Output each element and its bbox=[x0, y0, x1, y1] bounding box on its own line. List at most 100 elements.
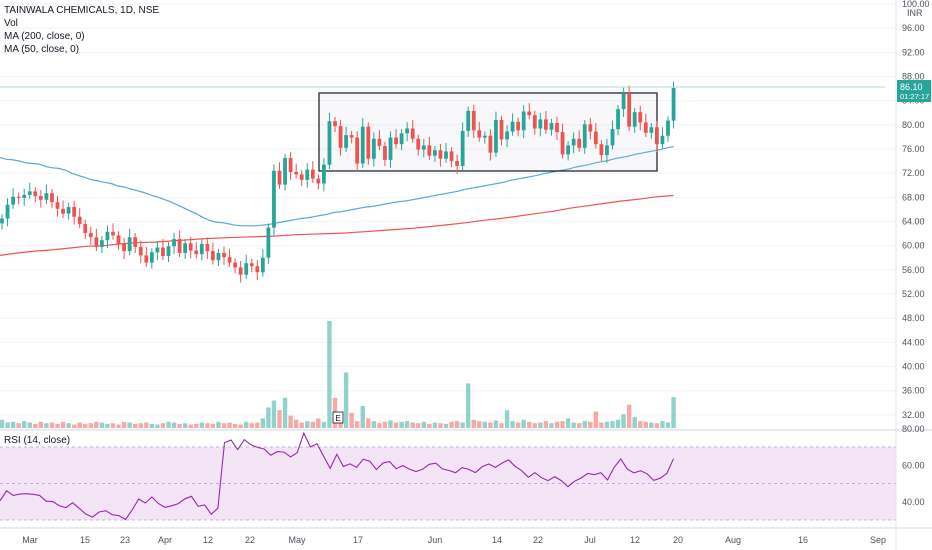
candle-down bbox=[161, 247, 165, 256]
rsi-tick-label: 80.00 bbox=[902, 424, 925, 434]
volume-bar bbox=[244, 421, 249, 428]
volume-bar bbox=[543, 421, 549, 428]
ma200-line-group bbox=[0, 194, 674, 256]
volume-bar bbox=[366, 418, 371, 428]
volume-bar bbox=[127, 422, 132, 428]
candle-up bbox=[283, 158, 287, 185]
candle-up bbox=[66, 207, 71, 214]
candle-up bbox=[421, 145, 426, 150]
candle-down bbox=[366, 126, 371, 159]
volume-bar bbox=[477, 421, 482, 428]
candle-up bbox=[371, 138, 376, 159]
candle-down bbox=[643, 122, 648, 133]
legend-rsi[interactable]: RSI (14, close) bbox=[4, 435, 71, 446]
time-axis[interactable]: Mar 15 23 Apr 12 22 May 17 Jun 14 22 Jul 12 20 Aug 16 Se… bbox=[22, 535, 886, 545]
volume-bar bbox=[177, 423, 182, 428]
volume-bar bbox=[188, 424, 193, 428]
candle-down bbox=[455, 161, 459, 166]
rsi-tick-label: 60.00 bbox=[902, 460, 925, 470]
time-tick-label: 16 bbox=[798, 535, 808, 545]
volume-bar bbox=[399, 421, 404, 428]
volume-bar bbox=[549, 423, 554, 428]
candle-down bbox=[94, 237, 99, 247]
candle-up bbox=[433, 150, 437, 156]
volume-bar bbox=[593, 411, 599, 428]
time-tick-label: May bbox=[288, 535, 306, 545]
candle-up bbox=[444, 151, 448, 159]
legend-ma50[interactable]: MA (50, close, 0) bbox=[4, 44, 80, 55]
volume-bar bbox=[654, 423, 660, 428]
volume-bar bbox=[621, 414, 626, 428]
volume-bar bbox=[288, 415, 293, 428]
rsi-tick-label: 40.00 bbox=[902, 497, 925, 507]
volume-bar bbox=[105, 423, 110, 428]
volume-bar bbox=[416, 423, 421, 428]
candle-down bbox=[38, 196, 43, 200]
volume-bar bbox=[349, 412, 354, 428]
symbol-title[interactable]: TAINWALA CHEMICALS, 1D, NSE bbox=[4, 5, 160, 16]
volume-bar bbox=[182, 423, 188, 428]
time-tick-label: 22 bbox=[533, 535, 543, 545]
volume-bar bbox=[321, 421, 327, 428]
volume-bar bbox=[160, 423, 166, 428]
volume-bar bbox=[305, 421, 310, 428]
candle-down bbox=[16, 196, 21, 198]
legend-volume[interactable]: Vol bbox=[4, 18, 18, 29]
candle-down bbox=[238, 267, 243, 275]
volume-bar bbox=[155, 424, 160, 428]
candle-down bbox=[72, 207, 77, 217]
legend-ma200[interactable]: MA (200, close, 0) bbox=[4, 31, 85, 42]
time-tick-label: Jun bbox=[428, 535, 443, 545]
candle-up bbox=[494, 120, 498, 153]
time-tick-label: 23 bbox=[120, 535, 130, 545]
candle-up bbox=[27, 191, 32, 195]
volume-bar bbox=[282, 397, 288, 428]
candle-up bbox=[621, 94, 626, 110]
candle-up bbox=[5, 204, 10, 219]
time-tick-label: 17 bbox=[353, 535, 363, 545]
volume-bar bbox=[66, 423, 71, 428]
candle-down bbox=[144, 255, 149, 263]
volume-bar bbox=[599, 422, 604, 428]
candle-up bbox=[632, 112, 637, 127]
volume-bar bbox=[382, 421, 388, 428]
volume-bar bbox=[10, 421, 16, 428]
candle-down bbox=[61, 208, 65, 214]
candle-down bbox=[227, 257, 232, 263]
candle-up bbox=[460, 130, 465, 166]
candle-down bbox=[205, 243, 210, 252]
rsi-axis[interactable]: 80.00 60.00 40.00 bbox=[902, 424, 925, 507]
volume-bar bbox=[504, 410, 510, 428]
volume-bar bbox=[565, 418, 571, 428]
candle-down bbox=[116, 235, 121, 244]
volume-bar bbox=[632, 417, 637, 428]
candle-up bbox=[0, 218, 4, 224]
candle-up bbox=[605, 145, 609, 156]
price-tick-label: 64.00 bbox=[902, 217, 925, 227]
time-tick-label: 14 bbox=[492, 535, 502, 545]
rsi-line bbox=[0, 431, 675, 521]
volume-bar bbox=[216, 421, 221, 428]
volume-bar bbox=[449, 421, 454, 428]
volume-bar bbox=[460, 422, 465, 428]
price-tick-label: 72.00 bbox=[902, 168, 925, 178]
candle-up bbox=[660, 135, 665, 145]
candle-down bbox=[88, 233, 93, 238]
volume-bar bbox=[660, 421, 665, 428]
volume-bar bbox=[255, 422, 260, 428]
candle-up bbox=[305, 169, 310, 180]
candle-down bbox=[488, 135, 493, 153]
candle-up bbox=[22, 194, 27, 198]
volume-bar bbox=[471, 419, 476, 428]
price-axis[interactable]: 100.0096.0092.0088.0084.0080.0076.0072.0… bbox=[902, 0, 930, 420]
time-tick-label: Apr bbox=[158, 535, 172, 545]
volume-bar bbox=[671, 397, 676, 428]
candle-down bbox=[560, 132, 565, 155]
volume-bar bbox=[171, 422, 177, 428]
volume-bar bbox=[271, 400, 277, 428]
volume-bar bbox=[538, 422, 543, 428]
earnings-marker[interactable]: E bbox=[332, 411, 344, 424]
candle-down bbox=[555, 123, 559, 133]
volume-bar bbox=[560, 421, 565, 428]
